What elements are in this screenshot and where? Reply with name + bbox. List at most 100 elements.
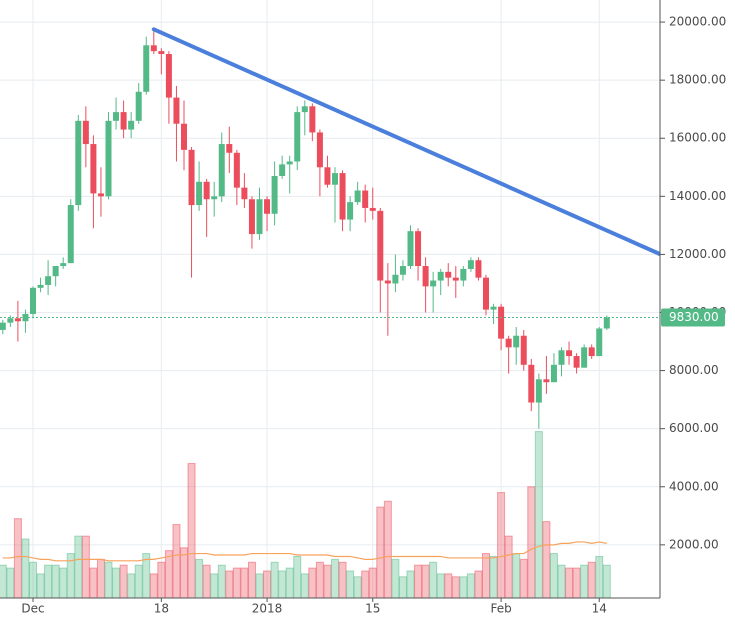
volume-bar	[232, 567, 241, 598]
volume-bar	[451, 576, 460, 598]
candle-body	[0, 322, 6, 330]
volume-bar	[504, 535, 513, 598]
volume-bar	[557, 564, 566, 598]
candle-body	[218, 144, 225, 197]
volume-bar	[519, 558, 528, 598]
candle-body	[377, 210, 384, 281]
volume-bar	[436, 573, 445, 598]
volume-bar	[157, 561, 166, 598]
candle-body	[301, 106, 308, 113]
candle-body	[422, 266, 429, 287]
candle-body	[581, 347, 588, 368]
candle-body	[558, 350, 565, 365]
candle-body	[452, 277, 459, 281]
candle-body	[339, 173, 346, 220]
candle-body	[181, 123, 187, 150]
volume-bar	[270, 561, 279, 598]
candle-body	[256, 199, 263, 235]
volume-bar	[202, 564, 211, 598]
volume-bar	[51, 564, 60, 598]
candle-body	[445, 271, 452, 278]
volume-bar	[368, 567, 377, 598]
volume-bar	[0, 564, 7, 598]
volume-bar	[421, 564, 430, 598]
volume-bar	[187, 463, 196, 598]
volume-bar	[81, 535, 90, 598]
candle-body	[573, 356, 580, 368]
candle-body	[75, 120, 82, 206]
candle-body	[264, 199, 271, 214]
candle-body	[543, 379, 550, 383]
price-label: 9830.00	[669, 310, 719, 324]
volume-bar	[119, 564, 128, 598]
candle-body	[399, 266, 406, 275]
volume-bar	[195, 558, 204, 598]
volume-bar	[346, 570, 355, 598]
candle-body	[347, 202, 354, 220]
candle-body	[588, 347, 595, 357]
y-tick-label: 6000.00	[669, 421, 719, 435]
candle-body	[513, 335, 520, 348]
candle-body	[460, 268, 467, 281]
candle-body	[165, 54, 172, 98]
candle-body	[566, 350, 573, 357]
volume-bar	[376, 506, 385, 598]
volume-bar	[338, 561, 347, 598]
candle-body	[248, 199, 255, 235]
candle-body	[603, 317, 610, 329]
candle-body	[467, 260, 474, 269]
candle-body	[498, 306, 505, 339]
volume-bar	[572, 567, 581, 598]
candle-body	[505, 338, 512, 348]
candle-body	[188, 149, 195, 206]
volume-bar	[255, 573, 264, 598]
candle-body	[67, 205, 74, 264]
candle-body	[105, 120, 112, 197]
volume-bar	[263, 570, 272, 598]
candle-body	[90, 144, 97, 194]
volume-bar	[44, 564, 53, 598]
volume-bar	[474, 570, 483, 598]
volume-bar	[482, 553, 490, 598]
volume-bar	[300, 573, 309, 598]
candle-body	[528, 364, 535, 403]
volume-bar	[164, 550, 173, 598]
candle-body	[392, 274, 399, 284]
volume-bar	[293, 555, 302, 598]
candle-body	[407, 231, 414, 267]
candle-body	[475, 260, 482, 278]
volume-bar	[29, 561, 37, 598]
volume-bar	[6, 567, 15, 598]
y-tick-label: 20000.00	[669, 15, 726, 29]
grid	[0, 0, 660, 598]
volume-bar	[542, 521, 551, 598]
candle-body	[550, 364, 557, 383]
volume-bar	[466, 573, 475, 598]
candle-body	[286, 161, 293, 165]
volume-bar	[240, 567, 249, 598]
axes: 2000.004000.006000.008000.0010000.001200…	[21, 15, 726, 616]
volume-bar	[580, 564, 589, 598]
candle-body	[7, 318, 14, 323]
candle-body	[309, 106, 316, 133]
volume-bar	[210, 573, 219, 598]
candle-body	[437, 271, 444, 281]
candle-body	[415, 231, 422, 267]
volume-bar	[104, 561, 113, 598]
candle-body	[14, 318, 21, 322]
candle-body	[158, 51, 165, 55]
y-tick-label: 16000.00	[669, 131, 726, 145]
volume-bar	[549, 553, 558, 598]
candle-body	[45, 276, 52, 285]
y-tick-label: 18000.00	[669, 73, 726, 87]
candle-body	[211, 196, 218, 200]
candle-body	[128, 120, 135, 130]
candle-body	[226, 144, 233, 153]
volume-bar	[534, 431, 543, 598]
candle-body	[233, 152, 240, 188]
candle-body	[241, 187, 248, 200]
volume-bar	[414, 564, 423, 598]
volume-bar	[459, 576, 468, 598]
candle-body	[60, 263, 67, 267]
volume-bar	[331, 558, 339, 598]
